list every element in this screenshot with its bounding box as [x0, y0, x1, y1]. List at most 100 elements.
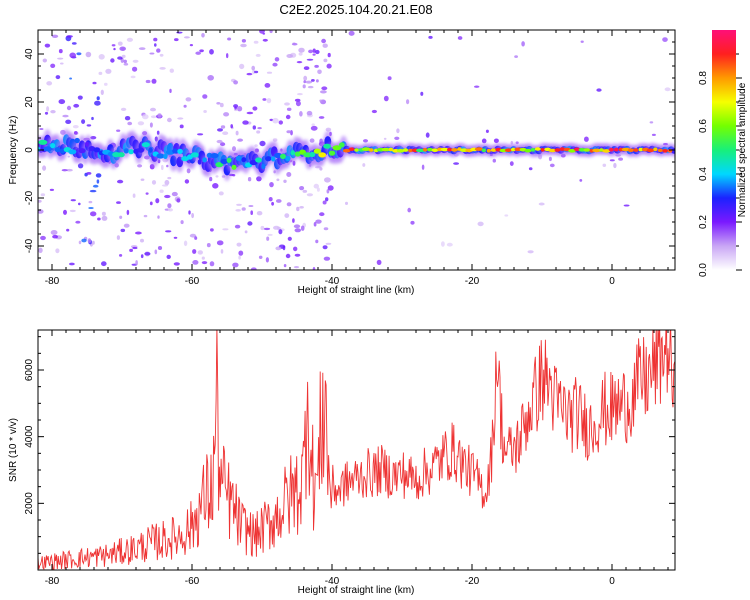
spectrogram-core: [486, 148, 491, 153]
spectrogram-speckle: [258, 255, 263, 259]
spectrogram-speckle: [549, 163, 555, 168]
spectrogram-speckle: [421, 164, 425, 170]
spectrogram-speckle: [220, 142, 226, 147]
spectrogram-speckle: [286, 172, 292, 177]
snr-y-axis-label: SNR (10 * v/v): [8, 418, 19, 482]
spectrogram-speckle: [307, 85, 314, 89]
spectrogram-speckle: [299, 206, 304, 209]
spectrogram-speckle: [327, 52, 331, 58]
spectrogram-speckle: [216, 139, 223, 144]
spectrogram-speckle: [254, 70, 259, 74]
spectrogram-speckle: [220, 249, 224, 254]
spectrogram-speckle: [188, 210, 191, 215]
spectrogram-core: [653, 147, 658, 152]
spectrogram-speckle: [164, 194, 171, 199]
spectrogram-speckle: [50, 110, 56, 114]
spectrogram-speckle: [97, 217, 101, 221]
spectrogram-core: [583, 148, 591, 152]
spectrogram-speckle: [72, 125, 79, 129]
spectrogram-speckle: [195, 51, 201, 55]
spectrogram-speckle: [39, 128, 44, 130]
spectrogram-speckle: [250, 210, 253, 215]
spectrogram-speckle: [60, 62, 64, 65]
x-tick-label: -60: [185, 576, 200, 587]
spectrogram-speckle: [362, 163, 366, 167]
spectrogram-speckle: [285, 253, 291, 259]
spectrogram-speckle: [201, 33, 205, 38]
spectrogram-speckle: [321, 38, 326, 44]
spectrogram-speckle: [321, 86, 328, 91]
spectrogram-speckle: [271, 201, 274, 206]
spectrogram-core: [361, 147, 371, 151]
spectrogram-speckle: [234, 224, 241, 229]
spectrogram-speckle: [88, 200, 93, 204]
spectrogram-speckle: [132, 59, 139, 63]
spectrogram-speckle: [235, 130, 239, 136]
spectrogram-speckle: [189, 233, 197, 238]
spectrogram-speckle: [149, 201, 153, 206]
spectrogram-speckle: [218, 191, 224, 196]
spectrogram-speckle: [113, 47, 116, 51]
spectrogram-speckle: [596, 88, 602, 92]
spectrogram-speckle: [264, 83, 271, 88]
spectrogram-core: [202, 157, 207, 163]
spectrogram-speckle: [241, 39, 246, 43]
y-tick-label: 40: [24, 48, 35, 60]
spectrogram-speckle: [169, 68, 174, 73]
spectrogram-core: [255, 157, 262, 163]
spectrogram-core: [50, 143, 56, 149]
spectrogram-speckle: [130, 75, 136, 79]
x-tick-label: -60: [185, 276, 200, 287]
spectrogram-speckle: [171, 191, 178, 197]
spectrogram-speckle: [276, 199, 282, 203]
spectrogram-speckle: [94, 100, 101, 106]
spectrogram-core: [68, 149, 77, 155]
spectrogram-speckle: [246, 72, 253, 76]
spectrogram-speckle: [262, 38, 268, 42]
spectrogram-speckle: [159, 67, 166, 70]
spectrogram-speckle: [313, 183, 319, 189]
spectrogram-speckle: [173, 262, 180, 266]
spectrogram-speckle: [197, 133, 204, 136]
spectrogram-speckle: [126, 209, 130, 216]
spectrogram-core: [220, 158, 229, 164]
spectrogram-speckle: [259, 140, 266, 147]
spectrogram-speckle: [73, 103, 80, 108]
spectrogram-speckle: [38, 199, 42, 203]
spectrogram-speckle: [219, 102, 224, 108]
spectrogram-core: [490, 148, 497, 152]
spectrogram-speckle: [140, 178, 145, 181]
spectrogram-speckle: [323, 58, 328, 63]
spectrogram-speckle: [326, 189, 330, 194]
spectrogram-x-axis-label: Height of straight line (km): [298, 285, 415, 296]
spectrogram-speckle: [251, 267, 257, 270]
spectrogram-core: [290, 150, 295, 156]
spectrogram-speckle: [151, 78, 157, 84]
spectrogram-speckle: [167, 208, 173, 212]
spectrogram-speckle: [165, 230, 172, 233]
spectrogram-speckle: [73, 131, 78, 135]
spectrogram-speckle: [149, 52, 155, 55]
spectrogram-speckle: [318, 116, 325, 119]
spectrogram-speckle: [302, 84, 306, 89]
y-tick-label: 6000: [24, 358, 35, 381]
spectrogram-speckle: [248, 205, 254, 207]
spectrogram-speckle: [235, 209, 241, 212]
spectrogram-speckle: [58, 49, 63, 54]
spectrogram-speckle: [105, 68, 112, 74]
colorbar-tick-label: 0.0: [698, 263, 709, 277]
spectrogram-speckle: [310, 125, 318, 131]
spectrogram-speckle: [121, 54, 126, 59]
spectrogram-speckle: [236, 203, 242, 206]
spectrogram-speckle: [46, 106, 50, 112]
spectrogram-core: [85, 141, 89, 147]
spectrogram-speckle: [251, 65, 255, 71]
spectrogram-core: [271, 156, 276, 162]
spectrogram-speckle: [509, 161, 514, 167]
spectrogram-speckle: [252, 106, 258, 111]
spectrogram-core: [133, 148, 139, 154]
spectrogram-speckle: [124, 116, 131, 121]
spectrogram-core: [241, 157, 247, 163]
spectrogram-core: [265, 156, 272, 162]
